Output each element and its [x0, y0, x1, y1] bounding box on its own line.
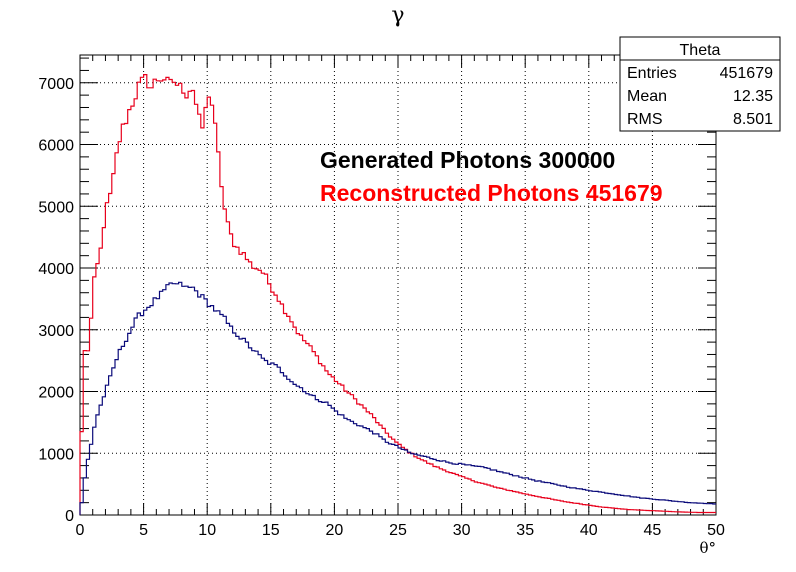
x-tick-label: 15 [262, 522, 280, 539]
y-tick-label: 5000 [38, 199, 74, 216]
x-tick-label: 30 [453, 522, 471, 539]
stats-entries-label: Entries [627, 65, 677, 82]
x-tick-label: 20 [326, 522, 344, 539]
series-layer [79, 74, 716, 515]
y-tick-label: 2000 [38, 385, 74, 402]
stats-entries-value: 451679 [720, 65, 773, 82]
y-tick-label: 6000 [38, 138, 74, 155]
x-tick-label: 50 [707, 522, 725, 539]
stats-mean-value: 12.35 [733, 88, 773, 105]
x-tick-label: 45 [644, 522, 662, 539]
y-tick-label: 0 [65, 508, 74, 525]
stats-mean-label: Mean [627, 88, 667, 105]
chart-title: γ [391, 3, 404, 28]
x-axis-label: θ° [699, 539, 716, 557]
axis-ticks: 0 5 10 15 20 25 30 35 40 45 50 0 1000 2000 3000 4000 500… [38, 55, 725, 539]
x-tick-label: 0 [76, 522, 85, 539]
series-generated-line [79, 281, 716, 515]
stats-rms-label: RMS [627, 111, 663, 128]
x-tick-label: 35 [516, 522, 534, 539]
y-tick-label: 4000 [38, 261, 74, 278]
y-tick-label: 7000 [38, 76, 74, 93]
series-reconstructed-line [79, 74, 716, 515]
x-tick-label: 10 [198, 522, 216, 539]
annotation-reconstructed: Reconstructed Photons 451679 [320, 180, 663, 206]
stats-title: Theta [680, 42, 721, 59]
grid [80, 55, 716, 515]
x-tick-label: 40 [580, 522, 598, 539]
y-tick-label: 3000 [38, 323, 74, 340]
stats-rms-value: 8.501 [733, 111, 773, 128]
x-tick-label: 25 [389, 522, 407, 539]
stats-box: Theta Entries 451679 Mean 12.35 RMS 8.50… [619, 36, 781, 132]
annotation-generated: Generated Photons 300000 [320, 147, 615, 173]
x-tick-label: 5 [139, 522, 148, 539]
y-tick-label: 1000 [38, 446, 74, 463]
stats-box-frame [619, 36, 781, 132]
